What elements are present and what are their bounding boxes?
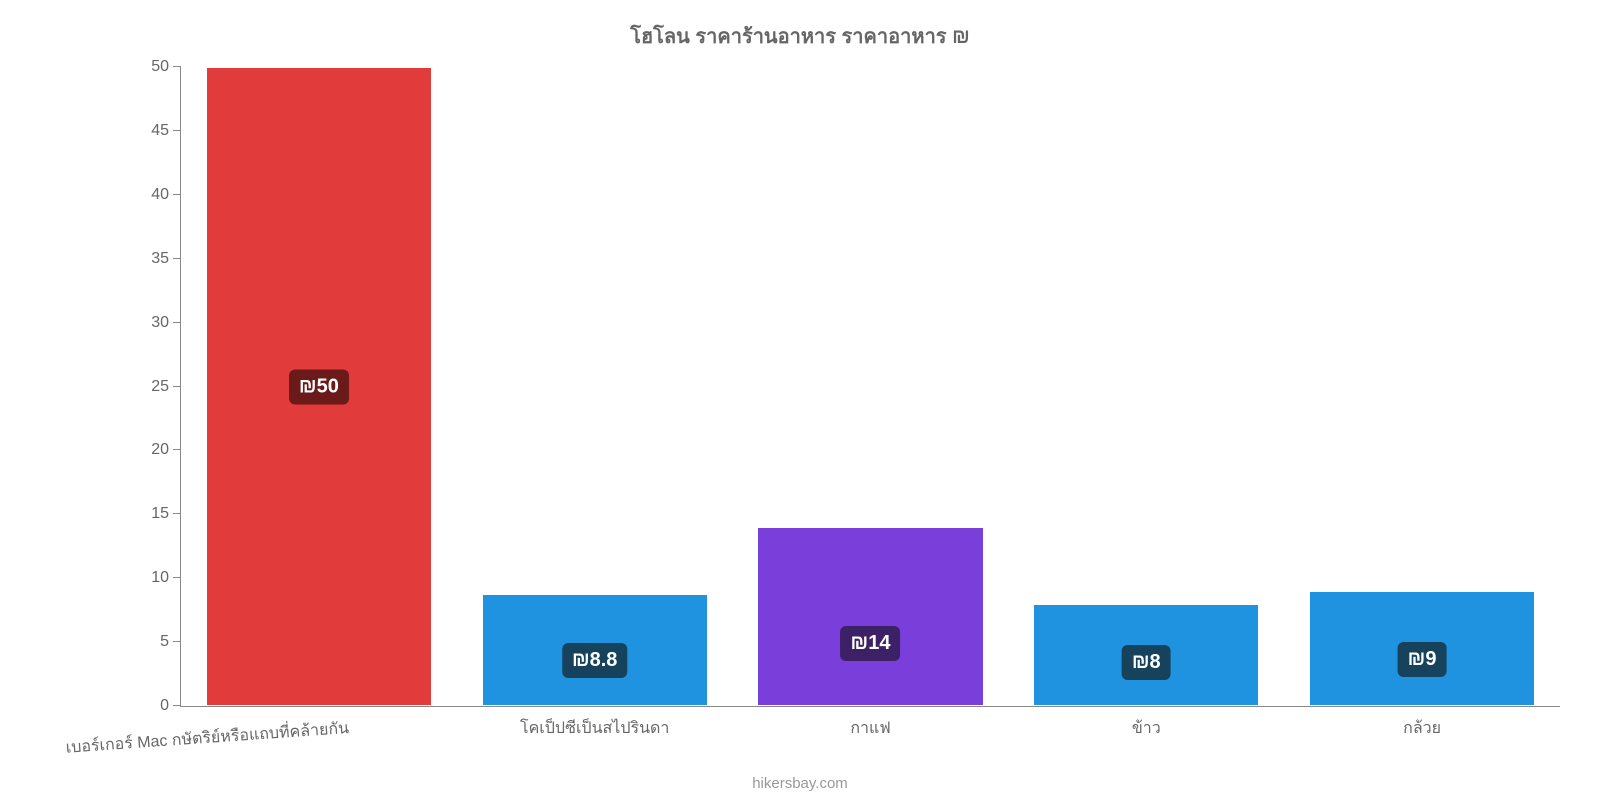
bar: [757, 527, 983, 706]
x-category-label: เบอร์เกอร์ Mac กษัตริย์หรือแถบที่คล้ายกั…: [64, 706, 350, 761]
attribution: hikersbay.com: [752, 775, 848, 792]
bars-row: ₪50เบอร์เกอร์ Mac กษัตริย์หรือแถบที่คล้า…: [181, 67, 1560, 706]
y-tick-label: 35: [151, 250, 181, 268]
bar: ₪50: [206, 67, 432, 706]
bar-value-label: ₪8.8: [562, 643, 627, 678]
y-tick-label: 10: [151, 569, 181, 587]
bar-slot: ₪14กาแฟ: [733, 67, 1009, 706]
plot-area: ₪50เบอร์เกอร์ Mac กษัตริย์หรือแถบที่คล้า…: [180, 67, 1560, 707]
chart-title: โฮโลน ราคาร้านอาหาร ราคาอาหาร ₪: [40, 20, 1560, 52]
y-tick-label: 40: [151, 186, 181, 204]
y-tick-label: 5: [160, 633, 181, 651]
y-tick-label: 45: [151, 122, 181, 140]
bar-value-label: ₪50: [289, 369, 349, 404]
x-category-label: ข้าว: [1132, 706, 1161, 741]
bar-slot: ₪9กล้วย: [1284, 67, 1560, 706]
y-tick-label: 30: [151, 314, 181, 332]
bar-value-label: ₪9: [1398, 642, 1447, 677]
bar-value-label: ₪8: [1122, 645, 1171, 680]
y-tick-label: 50: [151, 58, 181, 76]
x-category-label: โคเป็ปซีเป็นสไปรินดา: [520, 706, 669, 741]
x-category-label: กล้วย: [1403, 706, 1441, 741]
chart-container: โฮโลน ราคาร้านอาหาร ราคาอาหาร ₪ ₪50เบอร์…: [0, 0, 1600, 800]
y-tick-label: 20: [151, 441, 181, 459]
y-tick-label: 15: [151, 505, 181, 523]
x-category-label: กาแฟ: [850, 706, 890, 741]
y-tick-label: 0: [160, 697, 181, 715]
bar-slot: ₪50เบอร์เกอร์ Mac กษัตริย์หรือแถบที่คล้า…: [181, 67, 457, 706]
bar-slot: ₪8ข้าว: [1008, 67, 1284, 706]
y-tick-label: 25: [151, 378, 181, 396]
bar-value-label: ₪14: [841, 626, 901, 661]
bar-slot: ₪8.8โคเป็ปซีเป็นสไปรินดา: [457, 67, 733, 706]
